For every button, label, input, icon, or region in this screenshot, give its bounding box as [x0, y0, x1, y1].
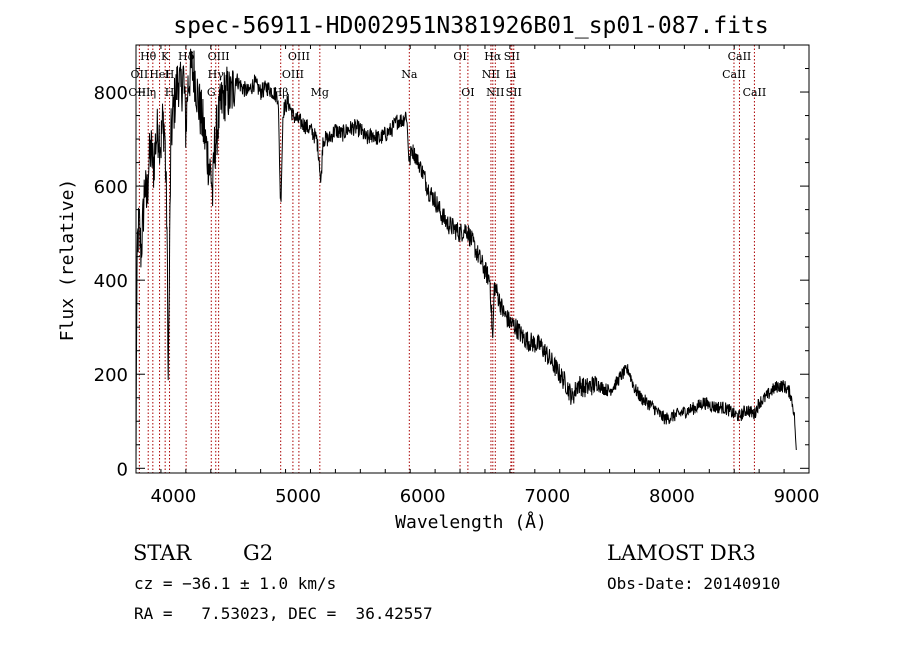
- y-tick-label: 800: [94, 83, 128, 104]
- x-tick-label: 4000: [150, 486, 196, 507]
- x-tick-label: 9000: [774, 486, 820, 507]
- chart-title: spec-56911-HD002951N381926B01_sp01-087.f…: [173, 13, 768, 39]
- line-label: η: [150, 86, 157, 99]
- line-label: Na: [401, 68, 418, 81]
- line-label: Li: [505, 68, 516, 81]
- line-label: CaII: [743, 86, 767, 99]
- y-axis-label: Flux (relative): [57, 179, 78, 342]
- y-tick-label: 600: [94, 177, 128, 198]
- line-label: Mg: [311, 86, 329, 99]
- line-label: OIII: [208, 50, 230, 63]
- obs-date: Obs-Date: 20140910: [607, 574, 780, 593]
- y-tick-label: 0: [117, 459, 128, 480]
- x-axis-label: Wavelength (Å): [395, 511, 547, 533]
- line-label: Hθ: [140, 50, 157, 63]
- y-tick-label: 200: [94, 365, 128, 386]
- line-label: OIII: [288, 50, 310, 63]
- line-label: H: [165, 86, 175, 99]
- y-axis: 0 200 400 600 800: [94, 68, 809, 480]
- line-label: OI: [453, 50, 466, 63]
- line-label: K: [161, 50, 170, 63]
- x-tick-label: 6000: [400, 486, 446, 507]
- x-tick-label: 5000: [275, 486, 321, 507]
- line-label: OII: [131, 68, 149, 81]
- coordinates: RA = 7.53023, DEC = 36.42557: [134, 604, 433, 623]
- plot-frame: [135, 44, 810, 474]
- line-label: SII: [506, 86, 522, 99]
- redshift-readout: cz = −36.1 ± 1.0 km/s: [134, 574, 336, 593]
- object-class: STAR: [133, 541, 192, 565]
- line-label: Hγ: [208, 68, 225, 81]
- line-markers: [138, 45, 755, 473]
- x-tick-label: 7000: [524, 486, 570, 507]
- line-label: CaII: [728, 50, 752, 63]
- line-label: HeI: [149, 68, 169, 81]
- line-label: NII: [486, 86, 504, 99]
- line-label: CaII: [722, 68, 746, 81]
- line-label: OI: [461, 86, 474, 99]
- line-label: G: [207, 86, 216, 99]
- line-label: OIII: [282, 68, 304, 81]
- survey-name: LAMOST DR3: [607, 541, 756, 565]
- y-tick-label: 400: [94, 271, 128, 292]
- line-label: Hα: [484, 50, 502, 63]
- x-tick-label: 8000: [649, 486, 695, 507]
- line-label: H: [165, 68, 175, 81]
- x-axis: 4000 5000 6000 7000 8000 9000: [135, 45, 820, 507]
- line-label: SII: [504, 50, 520, 63]
- line-label: NII: [482, 68, 500, 81]
- spectrum-series: [135, 48, 797, 469]
- object-subclass: G2: [243, 541, 273, 565]
